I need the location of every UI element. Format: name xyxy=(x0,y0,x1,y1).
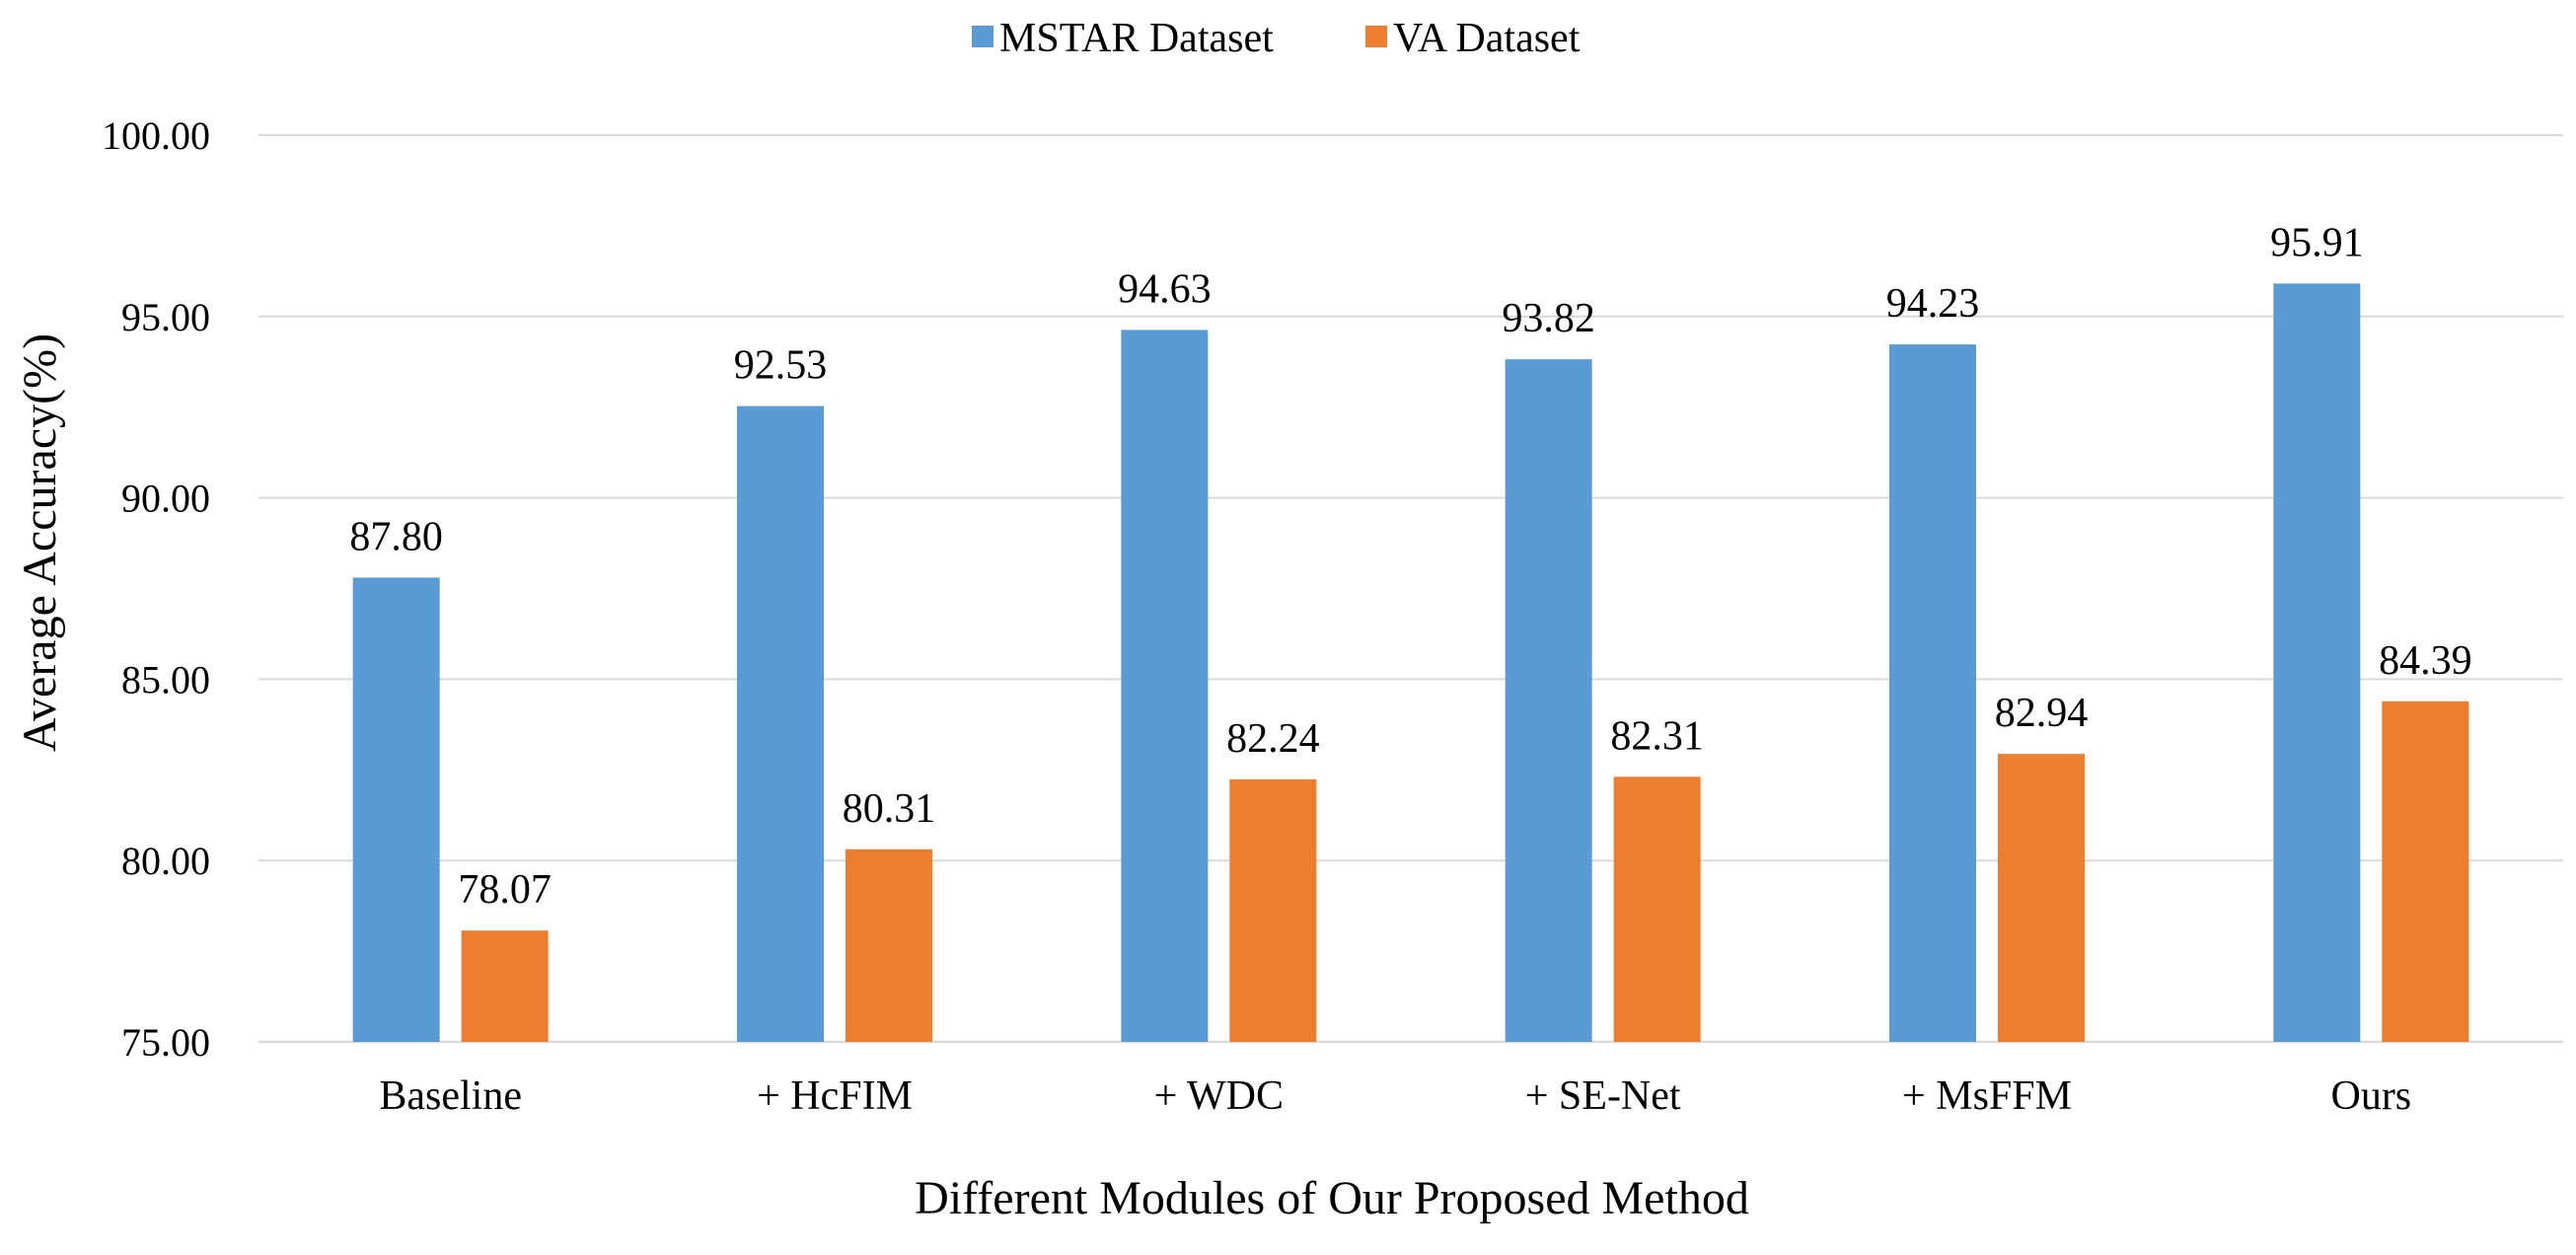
x-tick-label: + MsFFM xyxy=(1902,1073,2072,1119)
data-label: 92.53 xyxy=(734,343,828,389)
x-axis-title: Different Modules of Our Proposed Method xyxy=(915,1172,1749,1224)
bar-va-4 xyxy=(1998,754,2085,1042)
data-labels: 87.80 78.07 92.53 80.31 94.63 82.24 93.82 82.31… xyxy=(349,220,2471,913)
data-label: 94.63 xyxy=(1118,266,1212,312)
bar-va-0 xyxy=(461,930,549,1042)
legend-swatch-mstar xyxy=(972,26,994,47)
legend-swatch-va xyxy=(1365,26,1387,47)
data-label: 84.39 xyxy=(2379,638,2472,684)
data-label: 80.31 xyxy=(843,786,936,832)
bar-mstar-1 xyxy=(737,406,824,1043)
bar-mstar-4 xyxy=(1889,344,1976,1042)
y-tick-label: 90.00 xyxy=(121,477,210,521)
y-tick-label: 100.00 xyxy=(102,113,210,158)
bars xyxy=(352,283,2469,1043)
bar-mstar-0 xyxy=(352,577,440,1042)
legend-label-va: VA Dataset xyxy=(1393,16,1581,61)
x-axis-ticks: Baseline + HcFIM + WDC + SE-Net + MsFFM Ours xyxy=(379,1073,2411,1119)
bar-mstar-5 xyxy=(2273,283,2361,1042)
data-label: 82.31 xyxy=(1610,713,1704,759)
bar-mstar-2 xyxy=(1121,330,1209,1042)
data-label: 94.23 xyxy=(1886,281,1980,327)
bar-va-1 xyxy=(846,849,932,1042)
data-label: 78.07 xyxy=(458,867,552,913)
legend-label-mstar: MSTAR Dataset xyxy=(999,16,1274,61)
data-label: 93.82 xyxy=(1502,296,1595,341)
y-axis-ticks: 75.00 80.00 85.00 90.00 95.00 100.00 xyxy=(102,113,210,1065)
x-tick-label: Baseline xyxy=(379,1073,522,1119)
bar-va-2 xyxy=(1229,778,1317,1042)
y-tick-label: 85.00 xyxy=(121,657,210,701)
data-label: 82.24 xyxy=(1226,716,1320,762)
bar-va-5 xyxy=(2382,701,2469,1042)
gridlines xyxy=(258,134,2563,1044)
x-tick-label: + SE-Net xyxy=(1525,1073,1681,1119)
x-tick-label: + HcFIM xyxy=(757,1073,913,1119)
x-tick-label: Ours xyxy=(2330,1073,2411,1119)
data-label: 95.91 xyxy=(2270,220,2364,265)
y-axis-title: Average Accuracy(%) xyxy=(14,333,66,752)
x-tick-label: + WDC xyxy=(1154,1073,1284,1119)
bar-mstar-3 xyxy=(1505,359,1592,1043)
bar-va-3 xyxy=(1613,776,1701,1042)
legend: MSTAR Dataset VA Dataset xyxy=(972,16,1581,61)
y-tick-label: 80.00 xyxy=(121,839,210,883)
data-label: 87.80 xyxy=(349,514,443,559)
y-tick-label: 95.00 xyxy=(121,295,210,339)
y-tick-label: 75.00 xyxy=(121,1020,210,1065)
data-label: 82.94 xyxy=(1995,691,2089,736)
